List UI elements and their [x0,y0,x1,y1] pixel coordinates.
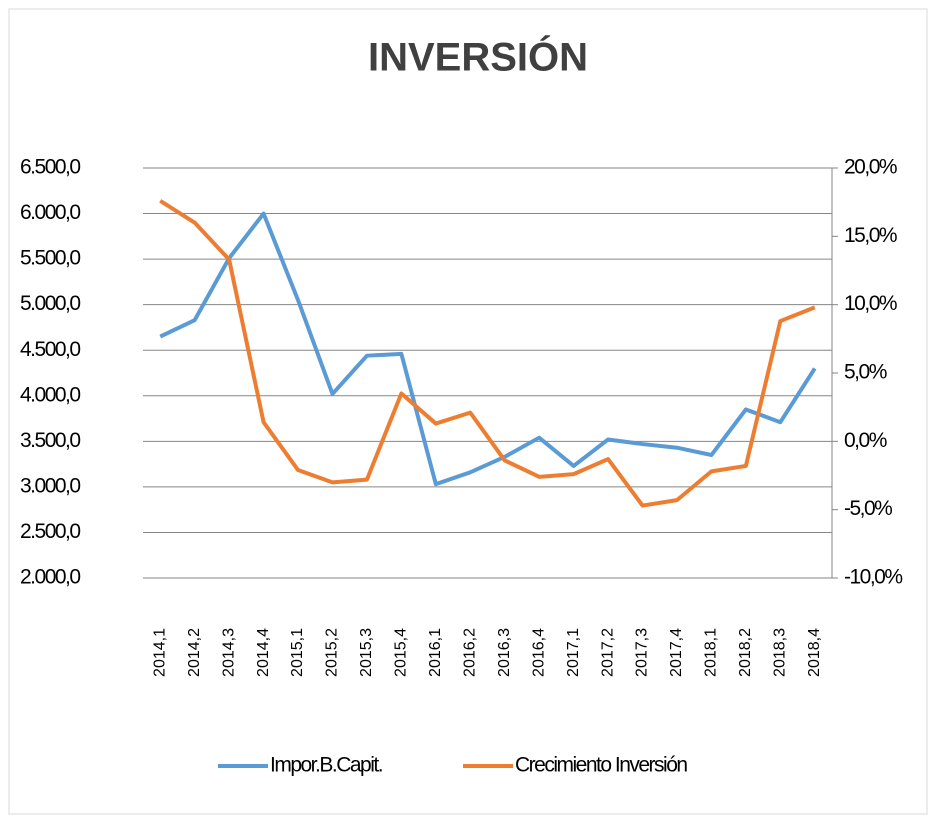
x-tick-label: 2014,1 [151,628,168,677]
x-tick-label: 2014,3 [220,628,237,677]
x-tick-label: 2017,1 [565,628,582,677]
y-tick-label: 6.500,0 [20,156,80,179]
x-tick-label: 2016,3 [496,628,513,677]
x-tick-label: 2014,4 [255,628,272,677]
x-tick-label: 2015,4 [393,628,410,677]
x-tick-label: 2015,2 [324,628,341,677]
x-tick-label: 2016,1 [427,628,444,677]
y-tick-label: 5.000,0 [20,292,80,315]
y-tick-label: 2.500,0 [20,520,80,543]
y2-tick-label: 5,0% [844,361,887,384]
y-tick-label: 3.500,0 [20,429,80,452]
y-tick-label: 3.000,0 [20,474,80,497]
legend-label: Impor.B.Capit. [270,754,382,777]
legend-label: Crecimiento Inversión [515,754,687,777]
y2-tick-label: -10,0% [844,566,902,589]
x-tick-label: 2018,1 [703,628,720,677]
x-tick-label: 2017,2 [599,628,616,677]
y2-tick-label: 20,0% [844,156,897,179]
y2-tick-label: 10,0% [844,292,897,315]
x-tick-label: 2018,2 [737,628,754,677]
series-line [159,199,816,508]
x-tick-label: 2016,2 [461,628,478,677]
x-tick-label: 2018,4 [806,628,823,677]
y2-tick-label: 0,0% [844,429,887,452]
x-tick-label: 2014,2 [186,628,203,677]
y-tick-label: 4.500,0 [20,338,80,361]
y-tick-label: 6.000,0 [20,201,80,224]
x-tick-label: 2018,3 [772,628,789,677]
y-tick-label: 2.000,0 [20,566,80,589]
x-tick-label: 2015,3 [358,628,375,677]
y-tick-label: 4.000,0 [20,383,80,406]
x-tick-label: 2017,4 [668,628,685,677]
y2-tick-label: 15,0% [844,224,897,247]
y2-tick-label: -5,0% [844,497,892,520]
chart-title: INVERSIÓN [368,34,588,80]
x-tick-label: 2017,3 [634,628,651,677]
series-line [159,211,817,487]
y-tick-label: 5.500,0 [20,247,80,270]
x-tick-label: 2015,1 [289,628,306,677]
x-tick-label: 2016,4 [530,628,547,677]
